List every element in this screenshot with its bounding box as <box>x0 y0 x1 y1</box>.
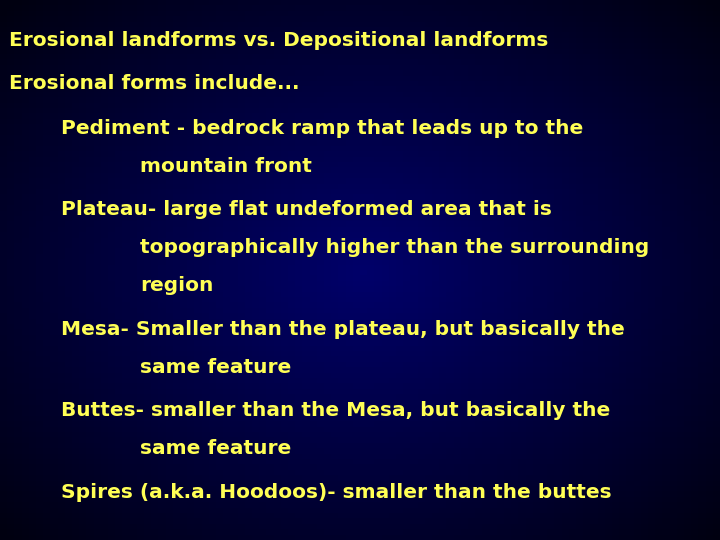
Text: Spires (a.k.a. Hoodoos)- smaller than the buttes: Spires (a.k.a. Hoodoos)- smaller than th… <box>61 483 612 502</box>
Text: Pediment - bedrock ramp that leads up to the: Pediment - bedrock ramp that leads up to… <box>61 119 583 138</box>
Text: Mesa- Smaller than the plateau, but basically the: Mesa- Smaller than the plateau, but basi… <box>61 320 625 339</box>
Text: Erosional landforms vs. Depositional landforms: Erosional landforms vs. Depositional lan… <box>9 31 549 50</box>
Text: Plateau- large flat undeformed area that is: Plateau- large flat undeformed area that… <box>61 200 552 219</box>
Text: region: region <box>140 275 214 295</box>
Text: same feature: same feature <box>140 357 292 377</box>
Text: Buttes- smaller than the Mesa, but basically the: Buttes- smaller than the Mesa, but basic… <box>61 401 611 420</box>
Text: topographically higher than the surrounding: topographically higher than the surround… <box>140 238 649 257</box>
Text: same feature: same feature <box>140 438 292 458</box>
Text: mountain front: mountain front <box>140 157 312 176</box>
Text: Erosional forms include...: Erosional forms include... <box>9 74 300 93</box>
